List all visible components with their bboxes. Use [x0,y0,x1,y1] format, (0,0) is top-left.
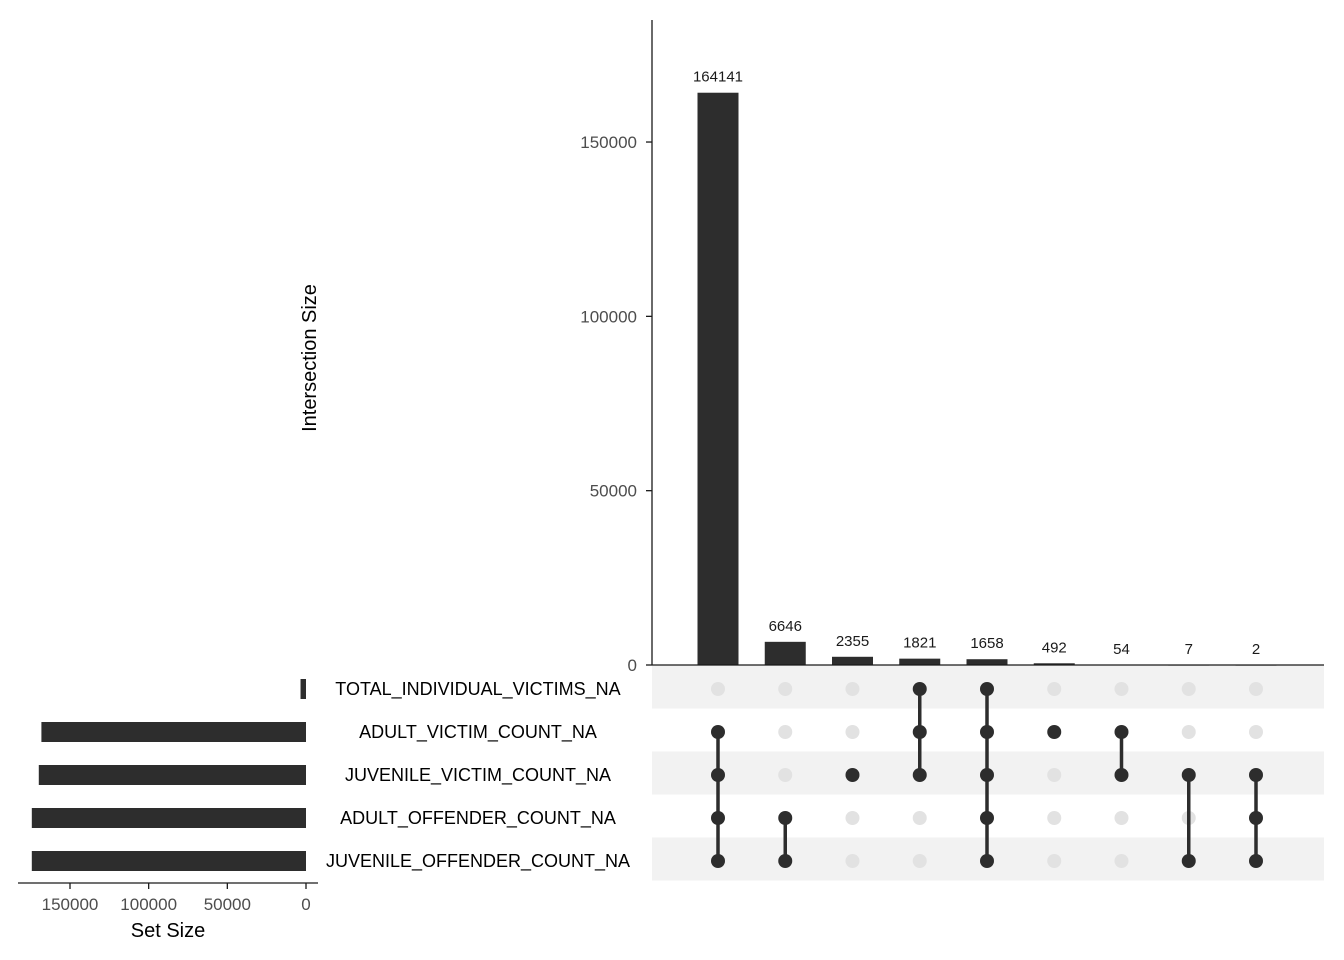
bar-value-label: 492 [1042,639,1067,656]
matrix-dot-active [980,768,994,782]
matrix-dot-active [912,725,927,739]
matrix-dot-active [1114,725,1129,739]
intersection-size-axis: 0 50000 100000 150000 [580,20,1324,675]
y-tick-label: 50000 [590,482,637,501]
matrix-dot-active [711,725,725,739]
bar-value-label: 54 [1113,641,1130,658]
set-label: JUVENILE_VICTIM_COUNT_NA [345,765,611,786]
matrix-dot-inactive [778,768,793,782]
intersection-bar [697,92,739,666]
matrix-dot-active [980,811,994,825]
matrix-dot-active [980,682,994,696]
matrix-dot-active [1181,768,1196,782]
bar-value-label: 1658 [970,635,1003,652]
intersection-bar [764,641,806,665]
matrix-dot-inactive [1181,682,1196,696]
matrix-dot-active [1047,725,1062,739]
matrix-dot-inactive [1047,811,1062,825]
matrix-dot-active [980,854,994,868]
set-axis-tick-label: 0 [301,895,310,914]
set-size-bar [31,808,306,828]
matrix-dot-active [711,768,725,782]
set-label: JUVENILE_OFFENDER_COUNT_NA [326,851,630,872]
matrix-dot-inactive [845,811,860,825]
matrix-dot-inactive [1114,682,1129,696]
intersection-bars [697,92,1277,666]
bar-value-label: 7 [1185,641,1193,658]
matrix-dot-active [778,811,793,825]
matrix-dot-active [912,682,927,696]
set-size-bars [31,679,307,871]
matrix-dot-inactive [778,682,793,696]
matrix-dot-inactive [912,854,927,868]
matrix-dot-inactive [1181,725,1196,739]
matrix-dot-inactive [778,725,793,739]
set-label: ADULT_OFFENDER_COUNT_NA [340,808,616,829]
matrix-dot-inactive [1249,682,1263,696]
set-labels: TOTAL_INDIVIDUAL_VICTIMS_NA ADULT_VICTIM_… [326,679,630,872]
y-tick-label: 100000 [580,307,637,326]
matrix-dot-inactive [711,682,725,696]
set-axis-tick-label: 150000 [42,895,99,914]
y-axis-title: Intersection Size [299,284,321,432]
intersection-bar [899,658,941,665]
matrix-dot-inactive [845,854,860,868]
intersection-matrix [711,682,1263,868]
intersection-bar [832,656,873,665]
matrix-dot-inactive [845,682,860,696]
set-size-bar [41,722,306,742]
matrix-dot-active [711,854,725,868]
matrix-dot-inactive [1114,854,1129,868]
matrix-dot-inactive [1114,811,1129,825]
bar-value-label: 164141 [693,69,743,86]
bar-value-label: 1821 [903,635,936,652]
set-size-bar [38,765,307,785]
set-axis-tick-label: 100000 [120,895,177,914]
matrix-dot-inactive [1047,768,1062,782]
set-size-axis: 150000 100000 50000 0 [18,882,318,914]
matrix-dot-active [1249,811,1263,825]
set-label: TOTAL_INDIVIDUAL_VICTIMS_NA [335,679,620,700]
matrix-dot-active [845,768,860,782]
intersection-bar-labels: 164141 6646 2355 1821 1658 492 54 7 2 [693,69,1260,658]
matrix-dot-active [912,768,927,782]
set-axis-tick-label: 50000 [204,895,251,914]
intersection-bar [1033,663,1075,665]
matrix-dot-active [711,811,725,825]
matrix-dot-inactive [1047,682,1062,696]
set-size-bar [300,679,306,699]
matrix-dot-active [980,725,994,739]
matrix-dot-active [1181,854,1196,868]
bar-value-label: 2355 [836,633,869,650]
matrix-dot-inactive [1047,854,1062,868]
y-tick-label: 150000 [580,133,637,152]
set-size-bar [31,851,307,871]
bar-value-label: 6646 [769,618,802,635]
x-axis-title: Set Size [131,920,205,942]
matrix-dot-active [1114,768,1129,782]
matrix-dot-inactive [912,811,927,825]
y-tick-label: 0 [628,656,637,675]
matrix-dot-inactive [1249,725,1263,739]
matrix-dot-active [1249,854,1263,868]
matrix-dot-active [1249,768,1263,782]
intersection-bar [966,659,1008,665]
bar-value-label: 2 [1252,641,1260,658]
matrix-dot-active [778,854,793,868]
set-label: ADULT_VICTIM_COUNT_NA [359,722,597,743]
matrix-dot-inactive [845,725,860,739]
